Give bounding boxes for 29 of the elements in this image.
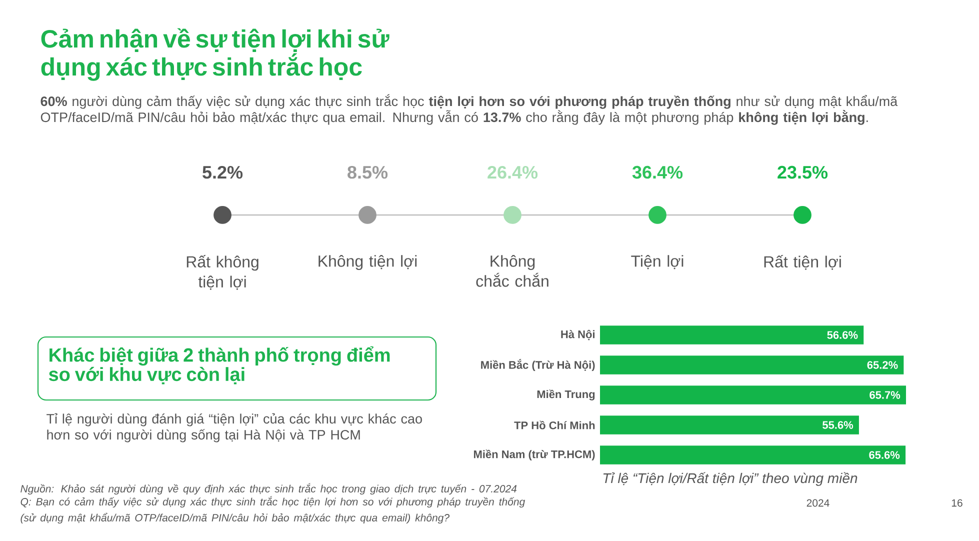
data-label: 65.7% (870, 391, 900, 399)
data-label: 56.6% (827, 331, 858, 339)
text: Q: Bạn có cảm thấy việc sử dụng xác thực sinh trắc học tiện lợi hơn so với phương pháp truyền thống (sử dụng mật khẩu/mã OTP/faceID/mã PIN/câu hỏi bảo mật/xác thực qua email) không? (20, 496, 526, 524)
y-tick-label: Miền Bắc (Trừ Hà Nội) (481, 358, 595, 372)
category-label: Không tiện lợi (318, 255, 417, 270)
category-label: Rất tiện lợi (764, 255, 841, 270)
data-label: 65.6% (869, 451, 900, 459)
text: Tỉ lệ người dùng đánh giá “tiện lợi” của các khu vực khác cao hơn so với người dùng sống tại Hà Nội và TP HCM (46, 413, 422, 442)
data-label: 36.4% (632, 166, 683, 179)
y-tick-label: Miền Nam (trừ TP.HCM) (474, 450, 595, 460)
text: Cảm nhận về sự tiện lợi khi sử dụng xác thực sinh trắc học (41, 28, 390, 81)
data-label: 55.6% (822, 421, 854, 429)
y-tick-label: Miền Trung (537, 390, 595, 400)
category-label: Rất không tiện lợi (186, 255, 258, 290)
category-label: Tiện lợi (631, 255, 684, 270)
text: 2024 (806, 499, 830, 507)
data-label: 8.5% (348, 166, 388, 179)
y-tick-label: TP Hồ Chí Minh (514, 420, 595, 430)
x-axis-title: Tỉ lệ “Tiện lợi/Rất tiện lợi” theo vùng miền (603, 472, 858, 486)
data-label: 23.5% (778, 166, 828, 179)
text: Nguồn: Khảo sát người dùng về quy định xác thực sinh trắc học trong giao dịch trực tuyến - 07.2024 (20, 483, 517, 495)
y-tick-label: Hà Nội (561, 330, 594, 340)
text: 60% người dùng cảm thấy việc sử dụng xác thực sinh trắc học tiện lợi hơn so với phương pháp truyền thống như sử dụng mật khẩu/mã OTP/faceID/mã PIN/câu hỏi bảo mật/xác thực qua email. Nhưng vẫn có 13.7% cho rằng đây là một phương pháp không tiện lợi bằng. (40, 94, 898, 125)
data-label: 5.2% (202, 166, 243, 179)
text: 16 (952, 499, 962, 507)
data-label: 65.2% (867, 361, 898, 369)
text: Khác biệt giữa 2 thành phố trọng điểm so với khu vực còn lại (48, 346, 390, 384)
data-label: 26.4% (488, 166, 538, 179)
category-label: Không chắc chắn (476, 255, 548, 287)
